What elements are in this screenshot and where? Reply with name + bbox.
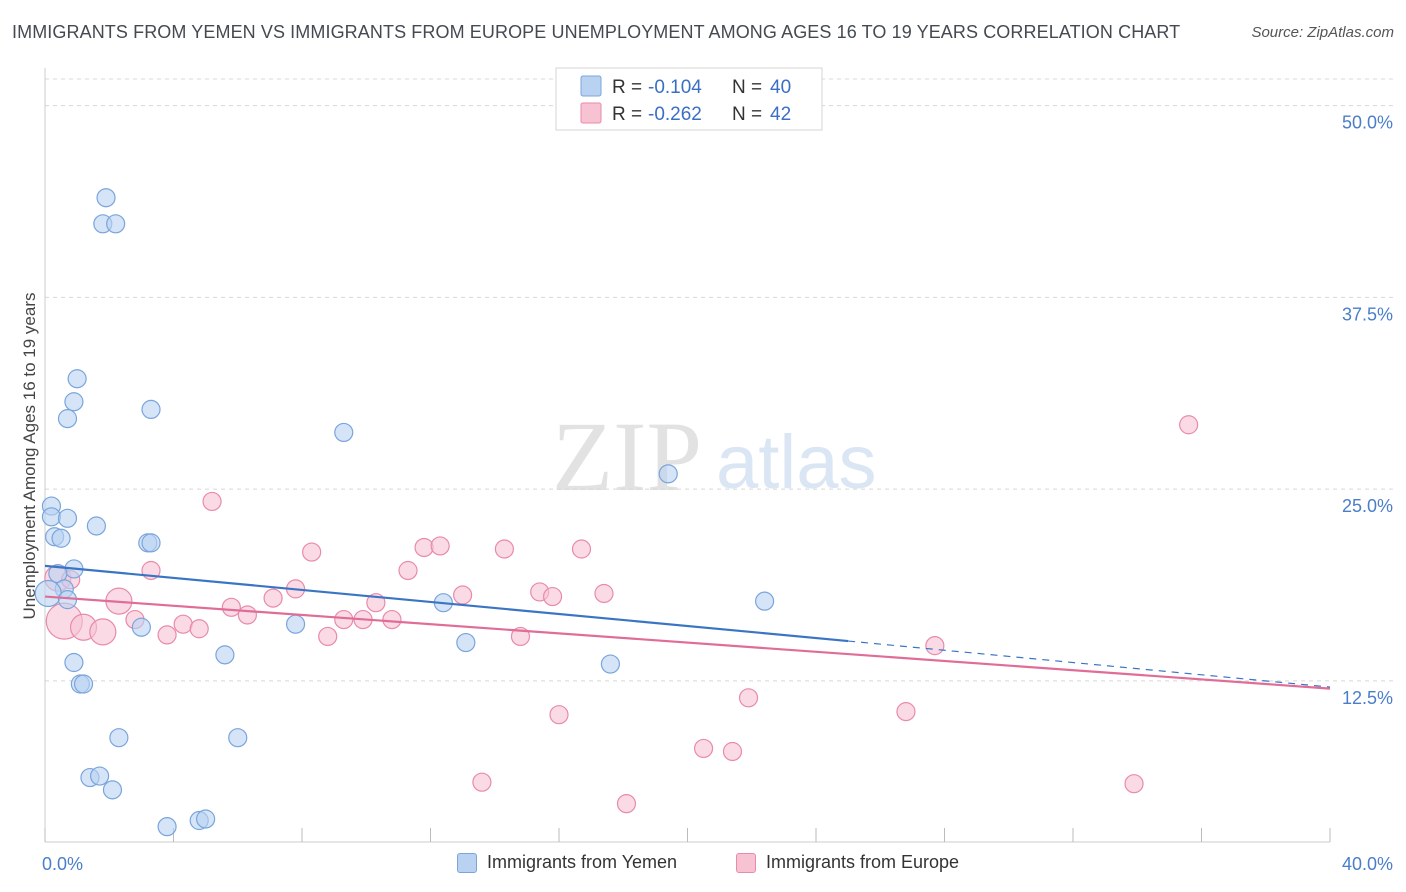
point-yemen-31 <box>73 674 94 694</box>
point-europe-3 <box>414 537 434 558</box>
gridlines <box>45 78 1395 682</box>
point-yemen-5 <box>141 399 161 420</box>
point-europe-24 <box>173 614 193 634</box>
point-europe-28 <box>89 618 117 646</box>
correlation-legend: R = -0.104 N = 40 R = -0.262 N = 42 <box>555 67 823 131</box>
point-europe-37 <box>722 741 743 762</box>
point-europe-8 <box>398 560 418 581</box>
x-tick-label-0: 0.0% <box>42 854 83 874</box>
watermark-atlas: atlas <box>716 420 877 505</box>
tick-labels: 12.5% 25.0% 37.5% 50.0% 0.0% 40.0% <box>42 113 1393 874</box>
legend-yemen-r-value: -0.104 <box>648 77 702 98</box>
point-yemen-14 <box>51 528 71 548</box>
source-credit: Source: ZipAtlas.com <box>1251 24 1394 41</box>
point-europe-20 <box>334 609 354 630</box>
series-legend: Immigrants from Yemen Immigrants from Eu… <box>0 852 1406 878</box>
y-tick-label-1: 25.0% <box>1342 496 1393 516</box>
point-yemen-39 <box>157 817 177 837</box>
series-label-yemen: Immigrants from Yemen <box>487 852 678 872</box>
series-legend-yemen: Immigrants from Yemen <box>457 852 677 873</box>
point-yemen-27 <box>215 645 235 665</box>
point-europe-29 <box>157 625 177 645</box>
legend-europe-n-label: N = <box>732 104 762 125</box>
point-europe-30 <box>318 626 338 647</box>
point-yemen-28 <box>64 652 84 673</box>
legend-yemen-n-label: N = <box>732 77 762 98</box>
point-yemen-26 <box>456 632 476 653</box>
point-europe-1 <box>202 491 222 512</box>
series-swatch-europe <box>736 852 756 873</box>
point-yemen-20 <box>34 579 62 608</box>
point-yemen-12 <box>57 508 78 528</box>
point-yemen-4 <box>64 392 84 412</box>
legend-yemen-n-value: 40 <box>770 77 791 98</box>
y-tick-label-0: 12.5% <box>1342 688 1393 708</box>
point-yemen-3 <box>67 369 87 389</box>
legend-yemen-r-label: R = <box>612 77 642 98</box>
point-europe-32 <box>925 636 945 656</box>
point-europe-5 <box>494 539 514 559</box>
point-europe-0 <box>1179 415 1199 435</box>
data-points <box>34 188 1199 837</box>
series-legend-europe: Immigrants from Europe <box>736 852 959 873</box>
point-yemen-38 <box>196 809 216 829</box>
point-europe-38 <box>472 772 492 792</box>
point-yemen-25 <box>131 617 151 637</box>
point-europe-19 <box>237 605 257 625</box>
x-tick-label-1: 40.0% <box>1342 854 1393 874</box>
point-europe-13 <box>542 586 563 607</box>
point-yemen-29 <box>600 654 621 674</box>
trend-line-yemen-extension <box>848 640 1331 688</box>
point-yemen-10 <box>41 507 62 527</box>
point-yemen-8 <box>658 464 678 484</box>
point-europe-4 <box>430 536 450 556</box>
trend-lines <box>44 564 1331 690</box>
point-europe-27 <box>189 619 209 639</box>
point-yemen-36 <box>102 780 123 800</box>
legend-europe-n-value: 42 <box>770 104 791 125</box>
point-europe-36 <box>693 738 714 759</box>
point-europe-34 <box>549 705 569 725</box>
watermark: ZIP atlas <box>552 401 877 512</box>
point-yemen-24 <box>285 614 306 634</box>
trend-line-yemen <box>44 564 849 643</box>
point-yemen-0 <box>96 188 116 208</box>
point-europe-40 <box>616 794 637 814</box>
legend-europe-r-label: R = <box>612 104 642 125</box>
point-yemen-35 <box>90 766 110 786</box>
point-europe-33 <box>738 688 759 708</box>
point-yemen-32 <box>109 728 129 748</box>
point-yemen-23 <box>754 591 775 611</box>
point-europe-22 <box>382 609 402 630</box>
point-europe-6 <box>571 539 592 559</box>
legend-swatch-yemen <box>580 75 602 97</box>
point-yemen-11 <box>86 516 107 536</box>
chart-title: IMMIGRANTS FROM YEMEN VS IMMIGRANTS FROM… <box>12 22 1181 42</box>
point-europe-16 <box>263 588 283 608</box>
point-yemen-7 <box>334 422 354 443</box>
y-tick-label-3: 50.0% <box>1342 113 1393 133</box>
point-europe-39 <box>1124 774 1144 794</box>
point-yemen-33 <box>228 728 248 748</box>
point-europe-35 <box>896 702 916 722</box>
point-europe-11 <box>453 585 473 605</box>
legend-swatch-europe <box>580 102 602 124</box>
point-yemen-16 <box>141 533 161 553</box>
axes <box>44 68 1331 843</box>
legend-europe-r-value: -0.262 <box>648 104 702 125</box>
series-label-europe: Immigrants from Europe <box>766 852 960 872</box>
point-europe-2 <box>302 542 322 562</box>
point-europe-18 <box>221 597 241 617</box>
y-tick-label-2: 37.5% <box>1342 304 1393 324</box>
point-europe-14 <box>594 583 614 604</box>
trend-line-europe <box>44 595 1331 690</box>
watermark-zip: ZIP <box>552 401 702 512</box>
point-yemen-6 <box>57 409 78 429</box>
point-yemen-2 <box>106 214 126 234</box>
series-swatch-yemen <box>457 852 477 873</box>
